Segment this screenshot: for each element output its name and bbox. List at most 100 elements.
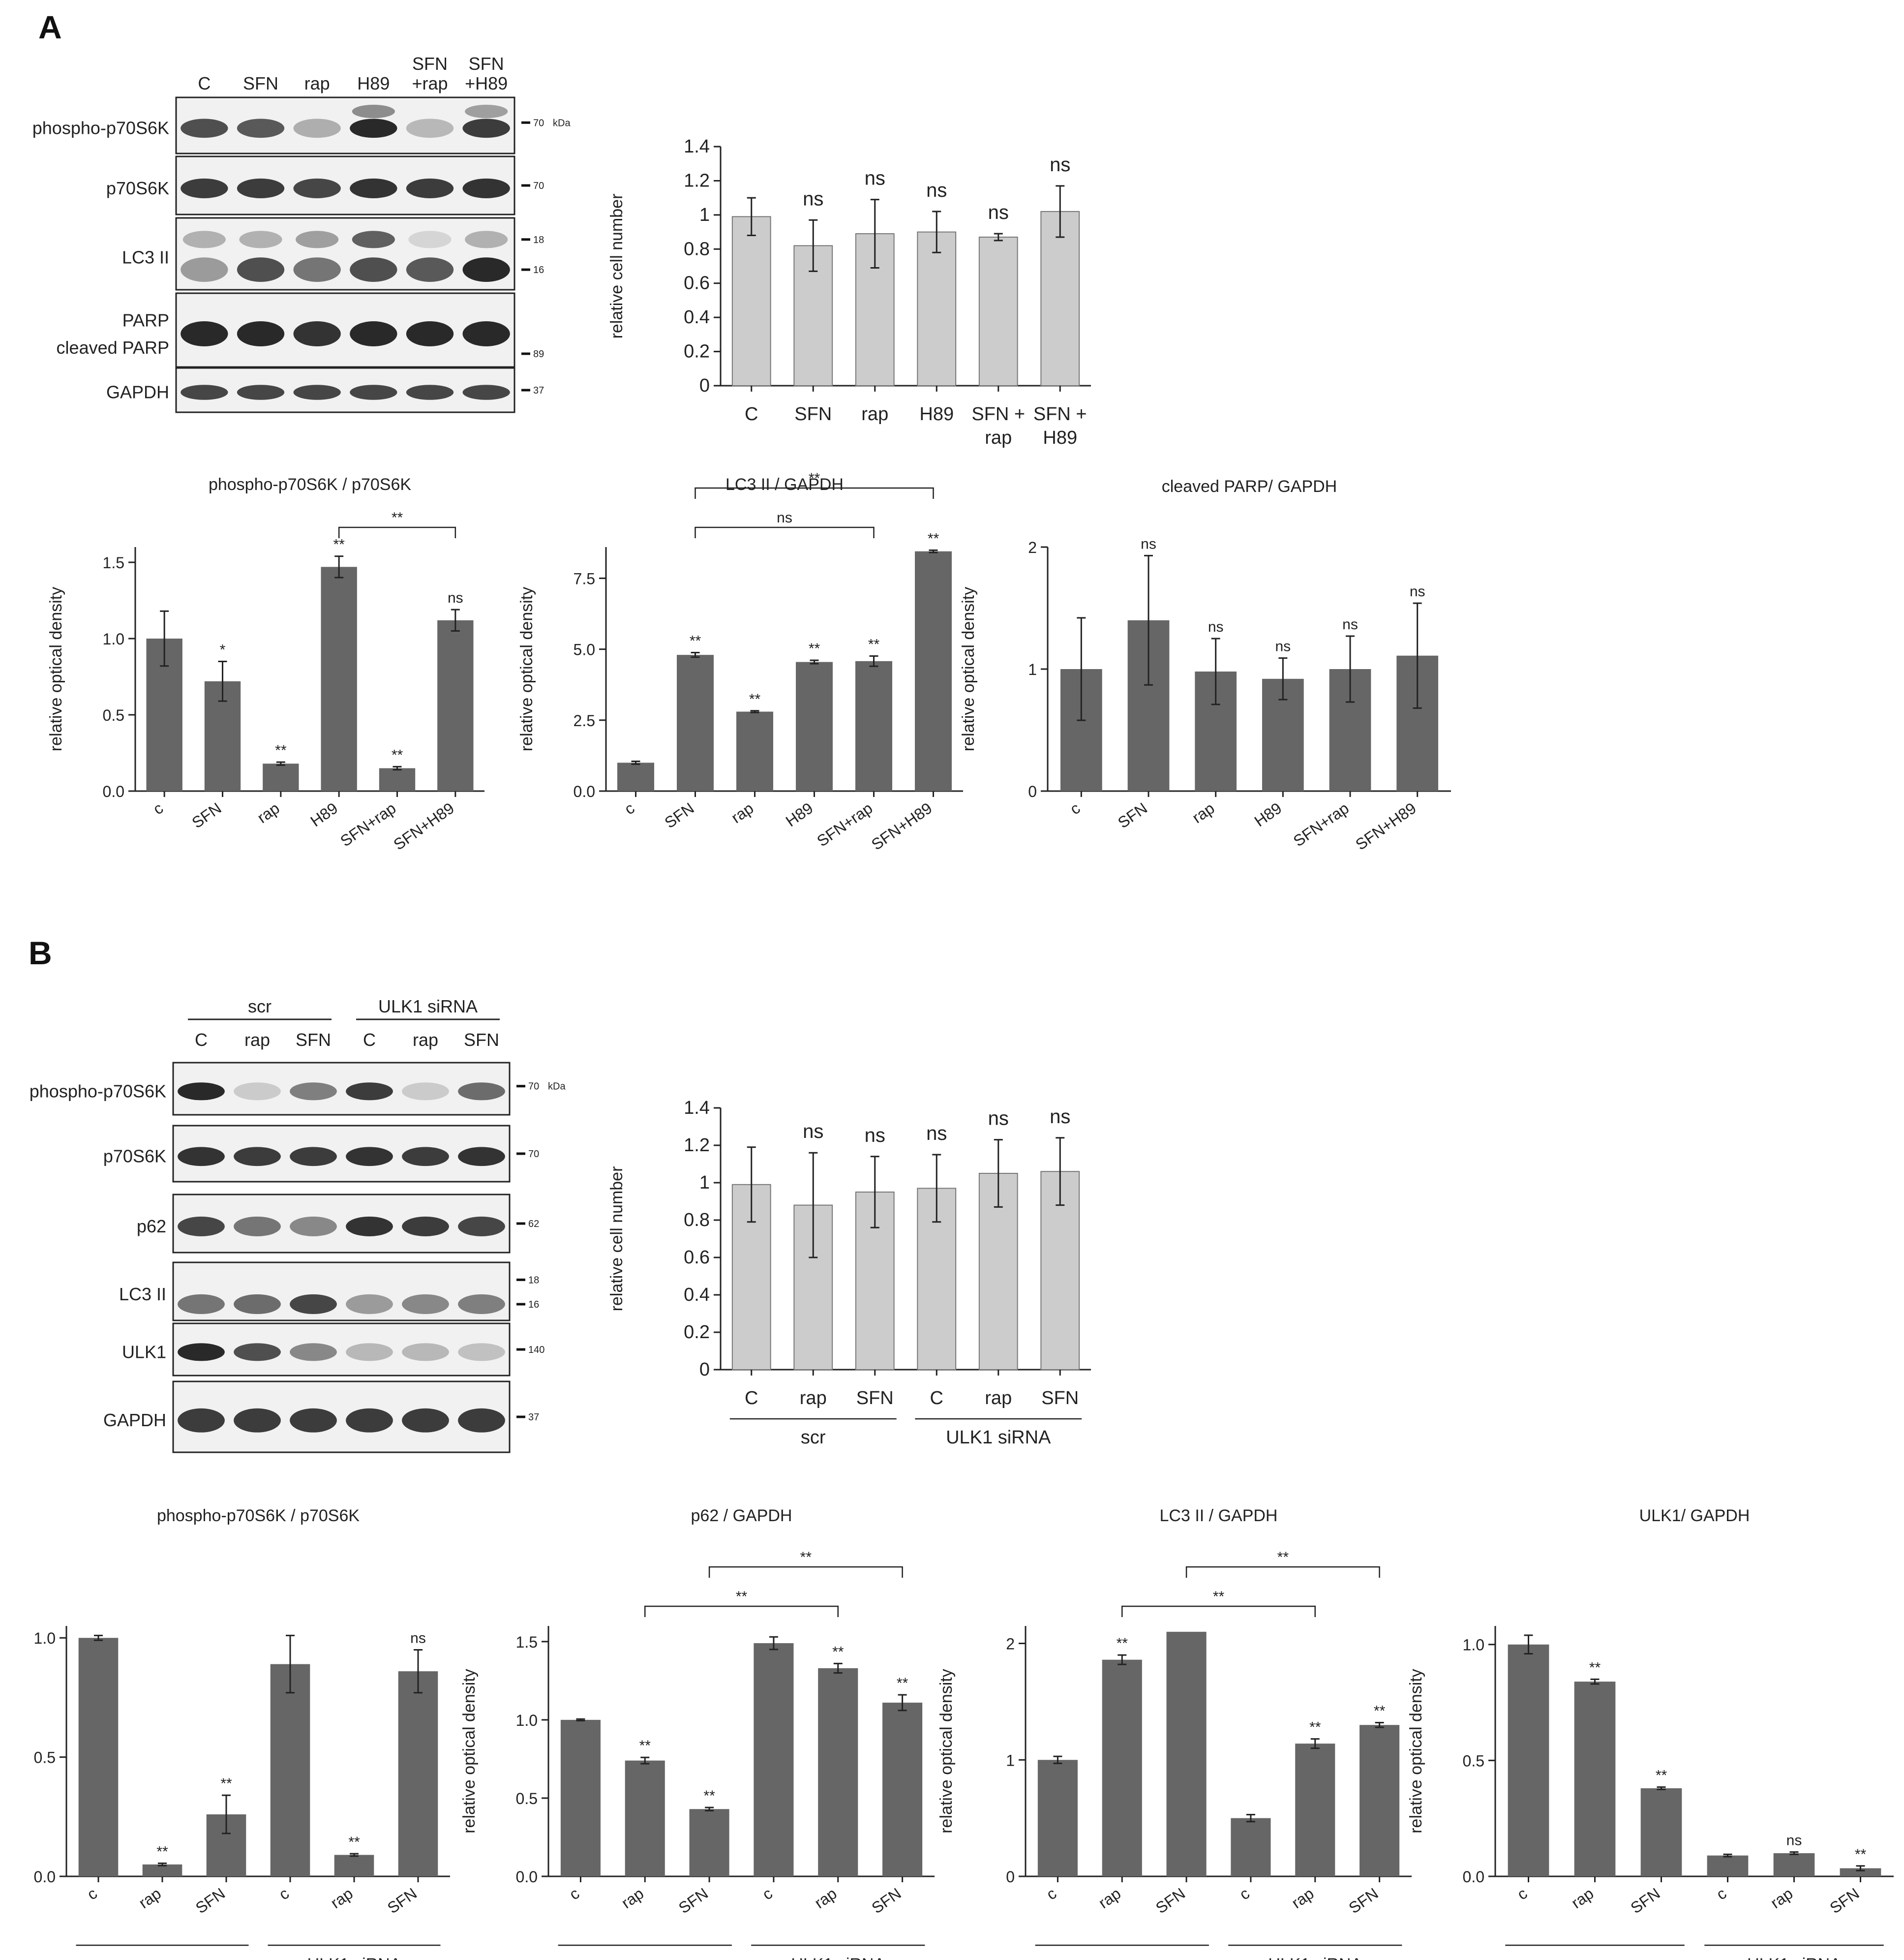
bar [321,567,357,791]
bar [855,661,893,791]
x-tick-label: SFN + rap [971,404,1025,448]
bar [978,236,1018,386]
significance-bracket [338,526,456,538]
blot-band [293,385,341,400]
mw-label: 89 [533,349,544,360]
x-tick-label: SFN [1041,1388,1079,1409]
x-tick-label-line: SFN [1041,1388,1079,1409]
blot-band [237,385,285,400]
blot-band [406,119,454,138]
chart-title: cleaved PARP/ GAPDH [1162,477,1337,496]
group-label: ULK1 siRNA [946,1427,1051,1448]
x-tick-label: rap [135,1884,164,1912]
y-tick-label: 2 [1028,539,1037,556]
y-tick-label: 1.0 [516,1712,538,1729]
group-label: ULK1 siRNA [791,1955,885,1960]
y-axis-label: relative optical density [460,1669,479,1834]
bracket-label: ** [1213,1589,1225,1605]
x-tick-label: C [745,1388,758,1409]
blot-band [462,385,510,400]
blot-band [458,1294,505,1315]
x-tick-label: SFN+rap [1290,799,1352,850]
blot-row-label: GAPDH [106,382,169,402]
mw-label: 37 [528,1412,539,1423]
bar [795,662,833,791]
y-axis-label: relative optical density [1407,1669,1425,1834]
x-tick-label: SFN+H89 [390,799,457,854]
mw-label: 70 [533,181,544,191]
y-tick-label: 1.4 [684,136,710,157]
chart-title: p62 / GAPDH [691,1506,792,1525]
blot-strip [175,155,515,215]
blot-lane-label-line: SFN [469,54,504,74]
blot-lane-label-line: C [198,73,211,93]
mw-label: 70 [533,118,544,128]
significance-label: ns [803,1121,823,1142]
bar [270,1664,310,1876]
blot-band [462,321,510,346]
blot-band [290,1216,337,1236]
x-tick-label: c [566,1884,583,1903]
y-tick-label: 0.5 [1463,1752,1484,1770]
y-axis-label: relative optical density [47,587,65,752]
significance-label: ns [865,168,885,189]
y-tick-label: 0.2 [684,341,710,362]
blot-lane-label-line: SFN [464,1030,499,1050]
y-tick-label: 0.5 [103,706,124,724]
x-tick-label: rap [1568,1884,1597,1912]
significance-label: ns [988,1108,1009,1130]
x-tick-label-line: rap [985,1388,1012,1409]
x-tick-label: rap [985,1388,1012,1409]
blot-band [346,1082,393,1101]
y-axis-label: relative cell number [607,194,626,339]
blot-band [290,1294,337,1315]
x-tick-label: rap [1288,1884,1317,1912]
blot-lane-label-line: rap [244,1030,270,1050]
significance-label: ns [1050,154,1070,176]
x-tick-label-line: rap [985,428,1012,448]
blot-band [402,1408,449,1433]
y-axis-label: relative optical density [517,587,536,752]
mw-label: 37 [533,385,544,396]
x-tick-label: SFN [188,799,224,831]
significance-label: ** [1309,1719,1321,1736]
y-tick-label: 7.5 [574,570,595,587]
bar [818,1668,858,1876]
significance-label: ** [1589,1659,1601,1676]
blot-strip [172,1322,511,1377]
bar [1166,1631,1207,1876]
bar [676,655,714,791]
x-tick-label: rap [327,1884,356,1912]
blot-strip [175,292,515,368]
group-label: scr [1584,1955,1606,1960]
y-tick-label: 0.2 [684,1322,710,1343]
bracket-label: ** [392,510,403,526]
bar [1773,1853,1815,1876]
x-tick-label: c [1067,799,1084,818]
chart-title: LC3 II / GAPDH [1160,1506,1278,1525]
bar [625,1760,665,1876]
bar [437,620,474,791]
blot-lane-label: C [363,1030,376,1050]
blot-lane-label: C [198,73,211,93]
x-tick-label: SFN+rap [814,799,876,850]
blot-band [293,178,341,198]
blot-lane-label-line: SFN [412,54,448,74]
x-tick-label-line: SFN + [971,404,1025,425]
blot-row-label: LC3 II [119,1284,166,1304]
y-tick-label: 0.0 [574,783,595,800]
x-tick-label: C [930,1388,943,1409]
blot-lane-label: SFN [243,73,278,93]
x-tick-label: SFN [1627,1884,1663,1917]
bar [736,711,774,791]
y-tick-label: 1.2 [684,170,710,191]
x-tick-label: c [1514,1884,1531,1903]
mw-label: 70 [528,1081,539,1092]
chart-A-lc3: LC3 II / GAPDH relative optical density 0.… [517,470,963,854]
panel-letter-a: A [38,9,62,45]
y-tick-label: 0 [699,375,710,396]
significance-label: ** [690,633,701,649]
bar [398,1671,438,1876]
